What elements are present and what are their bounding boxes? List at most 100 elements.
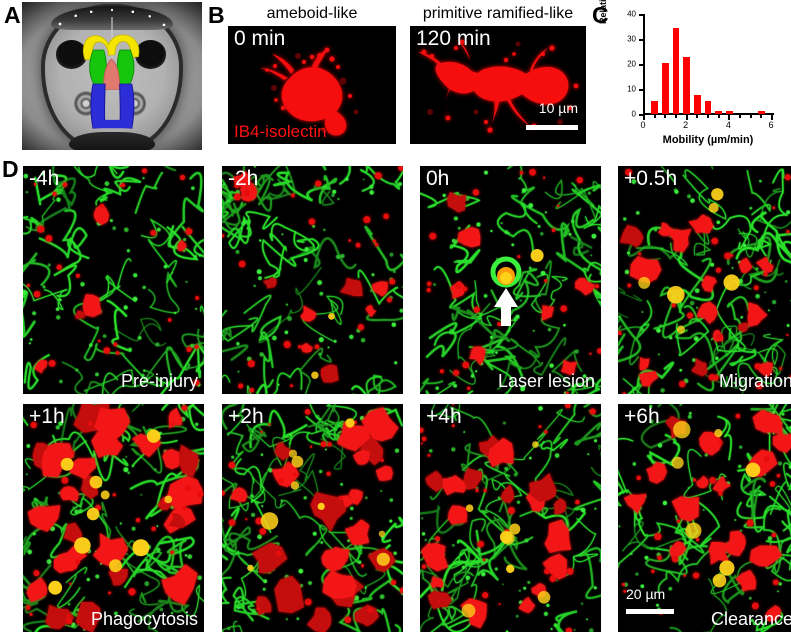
chart-x-tick-minor — [664, 115, 667, 118]
panel-d-caption: Pre-injury — [120, 371, 198, 392]
chart-y-tick: 10 — [627, 85, 643, 94]
chart-x-axis-label: Mobility (µm/min) — [662, 134, 754, 146]
orbit-right — [135, 40, 166, 69]
yellow-overlap-spots — [311, 313, 335, 379]
microglia-ameboid-cell — [260, 47, 359, 136]
panel-b-scale-bar — [526, 125, 578, 130]
panel-b-scale-text: 10 µm — [538, 100, 578, 116]
laser-lesion-spot — [490, 256, 522, 288]
chart-x-tick-major — [728, 115, 731, 120]
panel-letter-b: B — [208, 2, 225, 28]
red-microglia-blobs — [25, 404, 204, 632]
panel-d-frame: +6h Clearance 20 µm — [618, 404, 791, 632]
chart-bars — [644, 14, 772, 114]
orbit-left — [56, 40, 87, 69]
panel-d-scale-bar — [626, 609, 674, 614]
panel-letter-d: D — [2, 156, 19, 182]
panel-d-frame: +4h — [420, 404, 601, 632]
chart-y-tick-label: 10 — [627, 84, 636, 94]
chart-y-tick-label: 0 — [631, 109, 636, 119]
panel-d-time-label: +6h — [624, 405, 660, 428]
chart-y-tick-label: 30 — [627, 34, 636, 44]
chart-x-tick-minor — [749, 115, 752, 118]
panel-letter-a: A — [4, 2, 21, 28]
panel-d-time-label: +2h — [228, 405, 264, 428]
panel-b-time-label-0: 0 min — [234, 27, 286, 50]
chart-y-tick-label: 20 — [627, 59, 636, 69]
two-photon-image — [420, 166, 601, 394]
panel-d-time-label: -4h — [29, 167, 60, 190]
overlay-blue-region — [90, 84, 134, 130]
panel-d-frame: -4h Pre-injury — [23, 166, 204, 394]
two-photon-image — [420, 404, 601, 632]
chart-x-tick-minor — [707, 115, 709, 118]
panel-b-channel-label: IB4-isolectin — [234, 122, 327, 142]
two-photon-image — [23, 166, 204, 394]
chart-x-tick-label: 4 — [725, 120, 731, 130]
chart-x-tick-label: 2 — [683, 120, 689, 130]
panel-b-image-0min: 0 min IB4-isolectin — [228, 26, 396, 144]
chart-x-tick-minor — [717, 115, 720, 118]
red-microglia-blobs — [426, 168, 601, 394]
panel-d-frame: 0h Laser lesion — [420, 166, 601, 394]
chart-y-tick: 20 — [627, 60, 643, 69]
panel-d-scale-text: 20 µm — [626, 586, 666, 602]
panel-d-frame: +2h — [222, 404, 403, 632]
jaw-shadow — [68, 132, 156, 150]
two-photon-image — [23, 404, 204, 632]
two-photon-image — [222, 166, 403, 394]
chart-bar — [683, 56, 691, 114]
mobility-histogram: Relative frequency (%) 0 10 20 30 40 0 2 4 6 Mo… — [598, 0, 788, 154]
chart-bar — [757, 111, 765, 114]
panel-d-frame: +0.5h Migration — [618, 166, 791, 394]
two-photon-image — [618, 166, 791, 394]
red-microglia-blobs — [26, 168, 200, 386]
two-photon-image — [618, 404, 791, 632]
panel-d-caption: Laser lesion — [497, 371, 595, 392]
two-photon-image — [222, 404, 403, 632]
panel-d-caption: Migration — [718, 371, 791, 392]
chart-y-axis — [643, 14, 645, 115]
chart-y-tick: 0 — [632, 110, 643, 119]
chart-bar — [693, 95, 701, 114]
red-microglia-blobs — [222, 407, 403, 632]
chart-plot-area — [644, 14, 772, 114]
panel-d-caption: Clearance — [710, 609, 791, 630]
chart-x-tick-major — [643, 115, 645, 120]
chart-y-tick: 40 — [627, 10, 643, 19]
yellow-overlap-spots — [461, 441, 551, 618]
microglia-ramified-cell — [418, 39, 579, 133]
chart-bar — [651, 101, 659, 114]
chart-x-tick-minor — [739, 115, 741, 118]
chart-x-tick-minor — [675, 115, 677, 118]
panel-d-caption: Phagocytosis — [90, 609, 198, 630]
chart-x-tick-label: 0 — [640, 120, 646, 130]
panel-d-time-label: +0.5h — [624, 167, 678, 190]
red-microglia-blobs — [222, 166, 403, 393]
chart-x-tick-minor — [653, 115, 656, 118]
chart-y-tick-label: 40 — [627, 9, 636, 19]
lesion-arrow-icon — [494, 288, 518, 326]
panel-letter-c: C — [592, 2, 609, 28]
panel-d-frame: -2h — [222, 166, 403, 394]
chart-x-tick-major — [771, 115, 773, 120]
panel-d-time-label: +4h — [426, 405, 462, 428]
chart-bar — [715, 111, 723, 114]
chart-y-tick: 30 — [627, 35, 643, 44]
chart-bar — [672, 28, 680, 114]
panel-d-time-label: +1h — [29, 405, 65, 428]
panel-d-time-label: 0h — [426, 167, 450, 190]
panel-d-time-label: -2h — [228, 167, 259, 190]
chart-x-tick-minor — [760, 115, 763, 118]
yellow-overlap-spots — [48, 429, 173, 595]
chart-x-tick-label: 6 — [768, 120, 774, 130]
red-microglia-blobs — [420, 404, 596, 632]
panel-b-col-header-2: primitive ramified-like — [422, 5, 574, 22]
chart-x-tick-minor — [696, 115, 699, 118]
chart-x-axis — [643, 113, 774, 115]
chart-bar — [661, 62, 669, 114]
chart-x-tick-major — [685, 115, 688, 120]
chart-bar — [725, 111, 733, 114]
red-microglia-blobs — [618, 168, 791, 394]
panel-b-col-header-1: ameboid-like — [266, 5, 358, 22]
